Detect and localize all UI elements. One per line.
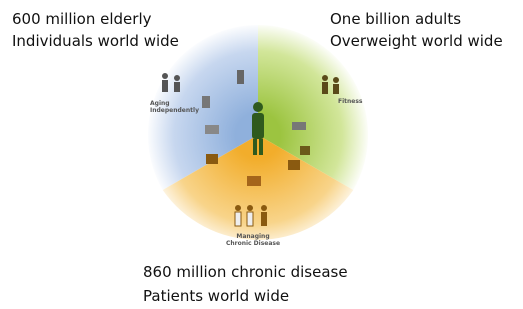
caption: Individuals world wide [12, 32, 179, 50]
segment-label: Fitness [338, 98, 363, 105]
fan-diagram: Aging Independently Fitness Managing Chr… [148, 25, 368, 247]
caption: 860 million chronic disease [143, 263, 348, 281]
segment-label: Aging [150, 100, 170, 107]
segment-label: Independently [150, 107, 199, 114]
page: 600 million elderly Individuals world wi… [0, 0, 523, 309]
segment-label: Managing [236, 233, 269, 240]
caption: Overweight world wide [330, 32, 503, 50]
caption: One billion adults [330, 10, 461, 28]
segment-label: Chronic Disease [226, 240, 280, 247]
caption: 600 million elderly [12, 10, 152, 28]
caption: Patients world wide [143, 287, 289, 305]
